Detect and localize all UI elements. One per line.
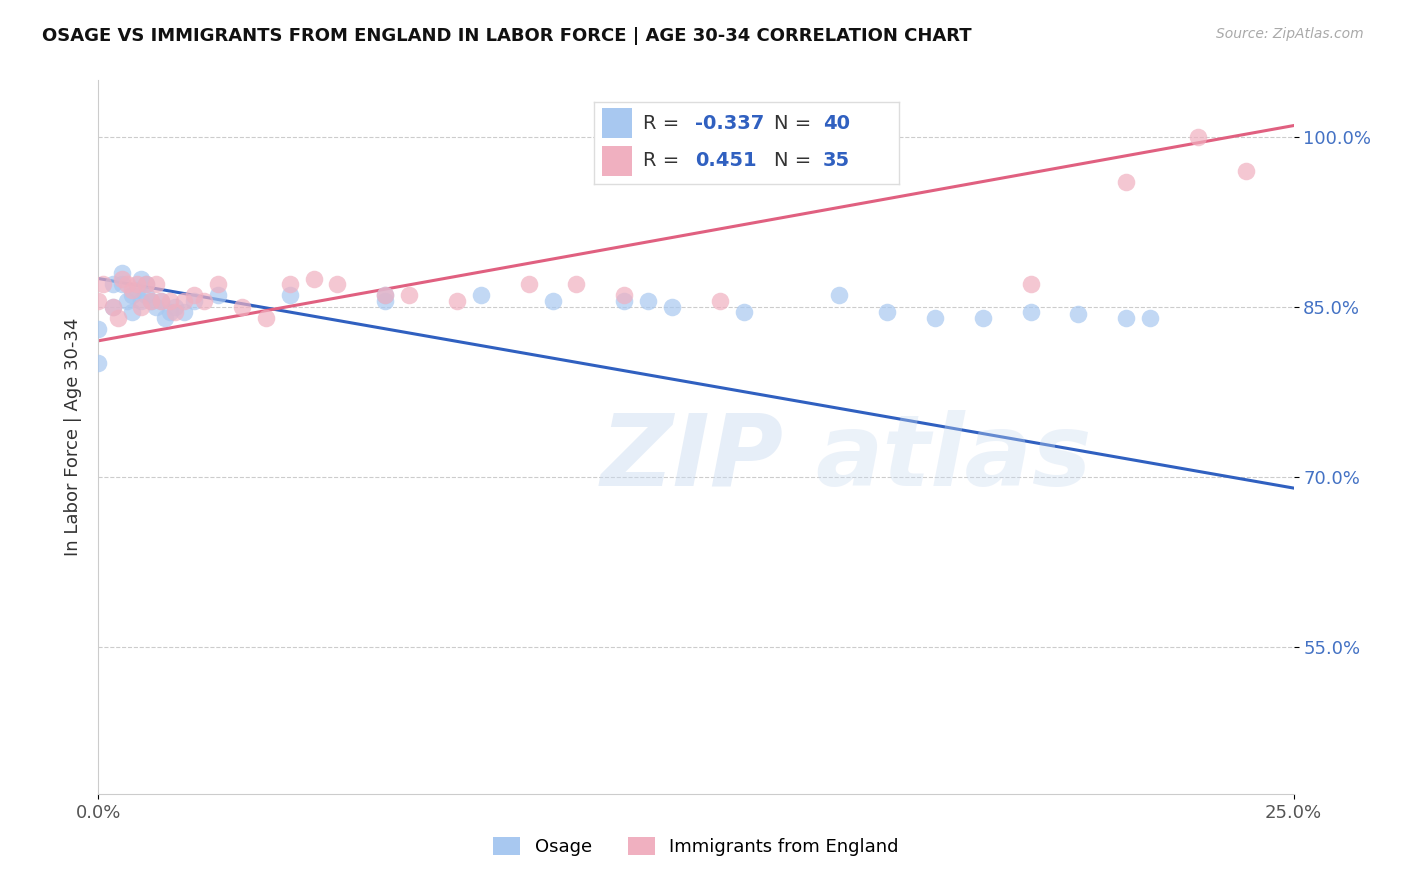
- Point: [159, 305, 181, 319]
- Point: [121, 288, 143, 302]
- Point: [115, 294, 138, 309]
- Point: [302, 271, 325, 285]
- Point: [131, 300, 153, 314]
- Point: [145, 300, 167, 314]
- Point: [278, 277, 301, 292]
- Point: [661, 300, 683, 314]
- Point: [470, 288, 492, 302]
- Point: [149, 294, 172, 309]
- Point: [1234, 164, 1257, 178]
- Point: [924, 311, 946, 326]
- Point: [125, 283, 148, 297]
- Point: [173, 305, 195, 319]
- Point: [91, 277, 114, 292]
- Point: [1139, 311, 1161, 326]
- Point: [613, 288, 636, 302]
- Point: [111, 271, 134, 285]
- Point: [163, 305, 186, 319]
- Point: [159, 294, 181, 309]
- Point: [135, 277, 157, 292]
- Point: [374, 288, 396, 302]
- Text: OSAGE VS IMMIGRANTS FROM ENGLAND IN LABOR FORCE | AGE 30-34 CORRELATION CHART: OSAGE VS IMMIGRANTS FROM ENGLAND IN LABO…: [42, 27, 972, 45]
- Point: [637, 294, 659, 309]
- Text: atlas: atlas: [815, 410, 1092, 507]
- Point: [183, 294, 205, 309]
- Point: [155, 311, 177, 326]
- Legend: Osage, Immigrants from England: Osage, Immigrants from England: [494, 837, 898, 856]
- Point: [254, 311, 277, 326]
- Point: [278, 288, 301, 302]
- Point: [398, 288, 420, 302]
- Point: [135, 277, 157, 292]
- Point: [121, 305, 143, 319]
- Point: [1019, 277, 1042, 292]
- Text: ZIP: ZIP: [600, 410, 783, 507]
- Point: [709, 294, 731, 309]
- Point: [1019, 305, 1042, 319]
- Point: [374, 288, 396, 302]
- Point: [541, 294, 564, 309]
- Point: [193, 294, 215, 309]
- Point: [149, 294, 172, 309]
- Point: [613, 294, 636, 309]
- Point: [446, 294, 468, 309]
- Point: [163, 300, 186, 314]
- Point: [733, 305, 755, 319]
- Point: [972, 311, 994, 326]
- Point: [139, 294, 162, 309]
- Point: [374, 294, 396, 309]
- Point: [173, 294, 195, 309]
- Point: [207, 288, 229, 302]
- Point: [101, 300, 124, 314]
- Point: [231, 300, 253, 314]
- Point: [115, 277, 138, 292]
- Point: [517, 277, 540, 292]
- Point: [87, 294, 110, 309]
- Point: [111, 266, 134, 280]
- Point: [87, 356, 110, 370]
- Point: [565, 277, 588, 292]
- Point: [326, 277, 349, 292]
- Point: [207, 277, 229, 292]
- Point: [121, 283, 143, 297]
- Point: [1187, 129, 1209, 144]
- Point: [139, 294, 162, 309]
- Point: [125, 277, 148, 292]
- Point: [145, 277, 167, 292]
- Point: [183, 288, 205, 302]
- Y-axis label: In Labor Force | Age 30-34: In Labor Force | Age 30-34: [63, 318, 82, 557]
- Point: [131, 294, 153, 309]
- Point: [111, 277, 134, 292]
- Point: [1115, 175, 1137, 189]
- Point: [101, 300, 124, 314]
- Point: [87, 322, 110, 336]
- Point: [135, 288, 157, 302]
- Point: [101, 277, 124, 292]
- Text: Source: ZipAtlas.com: Source: ZipAtlas.com: [1216, 27, 1364, 41]
- Point: [1067, 307, 1090, 321]
- Point: [828, 288, 851, 302]
- Point: [131, 271, 153, 285]
- Point: [1115, 311, 1137, 326]
- Point: [876, 305, 898, 319]
- Point: [107, 311, 129, 326]
